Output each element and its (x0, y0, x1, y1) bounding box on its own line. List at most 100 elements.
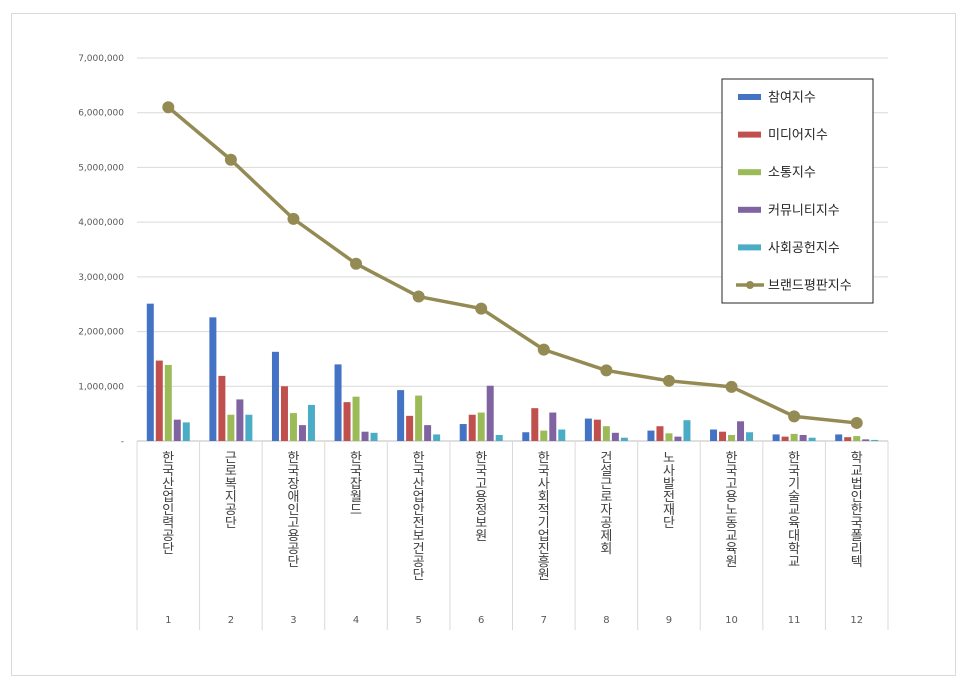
bar-1 (146, 303, 154, 441)
bar-1 (835, 434, 843, 441)
legend-label: 사회공헌지수 (768, 241, 840, 256)
line-point (350, 257, 363, 270)
category-index: 5 (415, 615, 421, 626)
line-point (725, 380, 738, 393)
bar-1 (584, 418, 592, 441)
bar-3 (164, 364, 172, 441)
bar-4 (611, 432, 619, 441)
bar-5 (307, 404, 315, 441)
bar-4 (862, 439, 870, 441)
bar-5 (683, 420, 691, 441)
legend-label: 커뮤니티지수 (768, 203, 840, 218)
bar-2 (719, 431, 727, 441)
bar-1 (522, 432, 530, 441)
category-index: 9 (666, 615, 672, 626)
line-point (287, 212, 300, 225)
bar-5 (746, 432, 754, 441)
bar-5 (245, 414, 253, 441)
bar-3 (352, 396, 360, 441)
legend-swatch (738, 244, 761, 251)
y-tick-label: - (121, 437, 124, 447)
bar-4 (361, 431, 369, 441)
bar-5 (433, 434, 441, 441)
bar-1 (397, 390, 405, 441)
line-point (475, 302, 488, 315)
bar-1 (459, 424, 467, 441)
bar-3 (728, 434, 736, 441)
line-point (788, 410, 801, 423)
bar-2 (468, 414, 476, 441)
bar-5 (182, 422, 190, 441)
legend-swatch (738, 206, 761, 213)
bar-2 (531, 408, 539, 441)
category-index: 1 (165, 615, 171, 626)
bar-5 (558, 429, 566, 441)
legend-line-marker (746, 281, 754, 289)
bar-2 (218, 375, 226, 441)
bar-3 (289, 413, 297, 441)
bar-2 (406, 415, 414, 441)
bar-3 (415, 395, 423, 441)
bar-3 (665, 433, 673, 441)
bar-1 (209, 317, 217, 441)
legend-swatch (738, 94, 761, 100)
bar-2 (155, 360, 163, 441)
bar-3 (227, 414, 235, 441)
category-index: 11 (788, 615, 801, 626)
legend-label: 브랜드평판지수 (768, 279, 852, 294)
category-index: 2 (228, 615, 234, 626)
bar-4 (298, 425, 306, 441)
y-tick-label: 6,000,000 (78, 109, 124, 119)
bar-2 (781, 436, 789, 441)
bar-4 (236, 399, 244, 441)
bar-3 (602, 426, 610, 441)
bar-1 (710, 429, 718, 441)
line-point (662, 374, 675, 387)
bar-1 (271, 351, 279, 441)
bar-5 (620, 437, 628, 441)
y-tick-label: 5,000,000 (78, 163, 124, 173)
bar-2 (844, 437, 852, 441)
bar-4 (424, 425, 432, 441)
bar-5 (808, 437, 816, 441)
bar-1 (334, 364, 342, 441)
y-tick-label: 4,000,000 (78, 218, 124, 228)
bar-2 (280, 386, 288, 441)
y-tick-label: 1,000,000 (78, 382, 124, 392)
bar-3 (477, 412, 485, 441)
line-series (167, 105, 857, 425)
category-index: 4 (353, 615, 359, 626)
bar-4 (737, 421, 745, 441)
bar-1 (647, 430, 655, 441)
y-tick-label: 3,000,000 (78, 273, 124, 283)
bar-4 (799, 434, 807, 441)
category-index: 6 (478, 615, 484, 626)
bar-5 (370, 432, 378, 441)
line-point (224, 153, 237, 166)
legend-label: 미디어지수 (768, 128, 828, 143)
y-tick-label: 2,000,000 (78, 328, 124, 338)
bar-3 (540, 430, 548, 441)
bar-5 (871, 439, 879, 441)
line-point (850, 416, 863, 429)
y-tick-label: 7,000,000 (78, 54, 124, 64)
line-point (537, 343, 550, 356)
legend-label: 참여지수 (768, 91, 816, 106)
bar-1 (772, 434, 780, 441)
category-index: 10 (725, 615, 738, 626)
legend-label: 소통지수 (768, 166, 816, 181)
bar-4 (549, 412, 557, 441)
legend-swatch (738, 169, 761, 176)
